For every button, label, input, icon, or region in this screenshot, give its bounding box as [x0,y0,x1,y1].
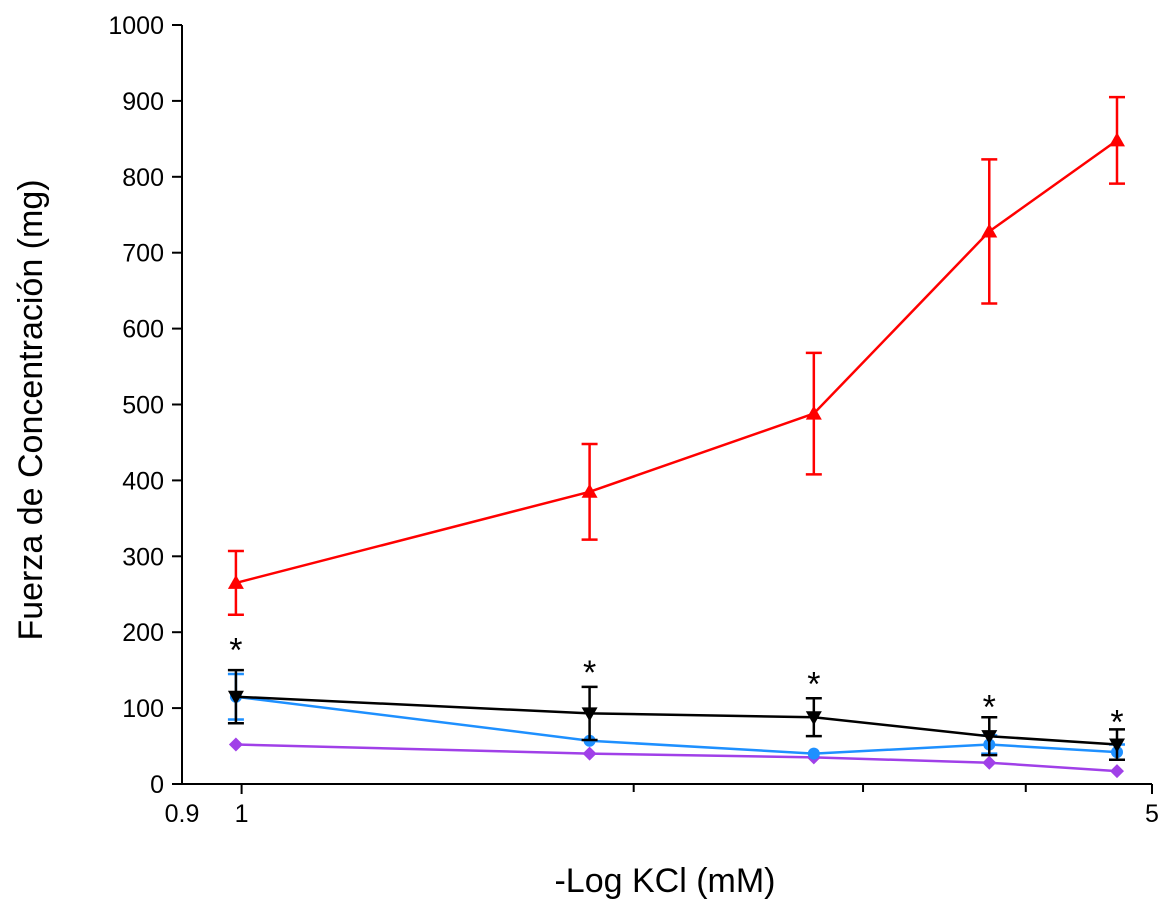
data-point [805,405,822,420]
y-tick-label: 900 [122,88,164,116]
y-tick-label: 400 [122,467,164,495]
data-point [1109,764,1124,779]
data-point [227,574,244,589]
data-point [582,746,597,761]
data-point [581,707,598,722]
y-tick-label: 300 [122,543,164,571]
data-point [981,223,998,238]
significance-marker: * [229,631,242,669]
data-point [981,730,998,745]
y-tick-label: 0 [150,771,164,799]
series-line [235,139,1118,585]
data-point [581,483,598,498]
y-tick-label: 500 [122,392,164,420]
x-tick-label: 1 [235,800,249,828]
y-tick-label: 1000 [108,12,164,40]
significance-marker: * [983,688,996,726]
x-axis-title: -Log KCl (mM) [554,862,775,900]
data-point [982,755,997,770]
significance-marker: * [807,666,820,704]
data-point [1108,738,1125,753]
annotations: * * * * * [229,631,1123,741]
y-axis-title: Fuerza de Concentración (mg) [12,179,50,640]
series-2 [227,668,1125,761]
y-tick-label: 100 [122,695,164,723]
data-point [805,711,822,726]
axes: 0 100 200 300 400 500 600 700 800 900 1000 0.9 1 5 [108,12,1159,828]
series-1 [227,95,1125,616]
data-point [227,690,244,705]
x-tick-label: 0.9 [165,800,200,828]
y-tick-label: 600 [122,316,164,344]
y-tick-label: 200 [122,619,164,647]
data-point [807,747,820,760]
significance-marker: * [583,654,596,692]
x-tick-label: 5 [1145,800,1159,828]
y-tick-label: 700 [122,240,164,268]
data-point [228,737,243,752]
data-point [1108,132,1125,147]
series-layer [227,95,1125,779]
significance-marker: * [1110,703,1123,741]
y-tick-label: 800 [122,164,164,192]
